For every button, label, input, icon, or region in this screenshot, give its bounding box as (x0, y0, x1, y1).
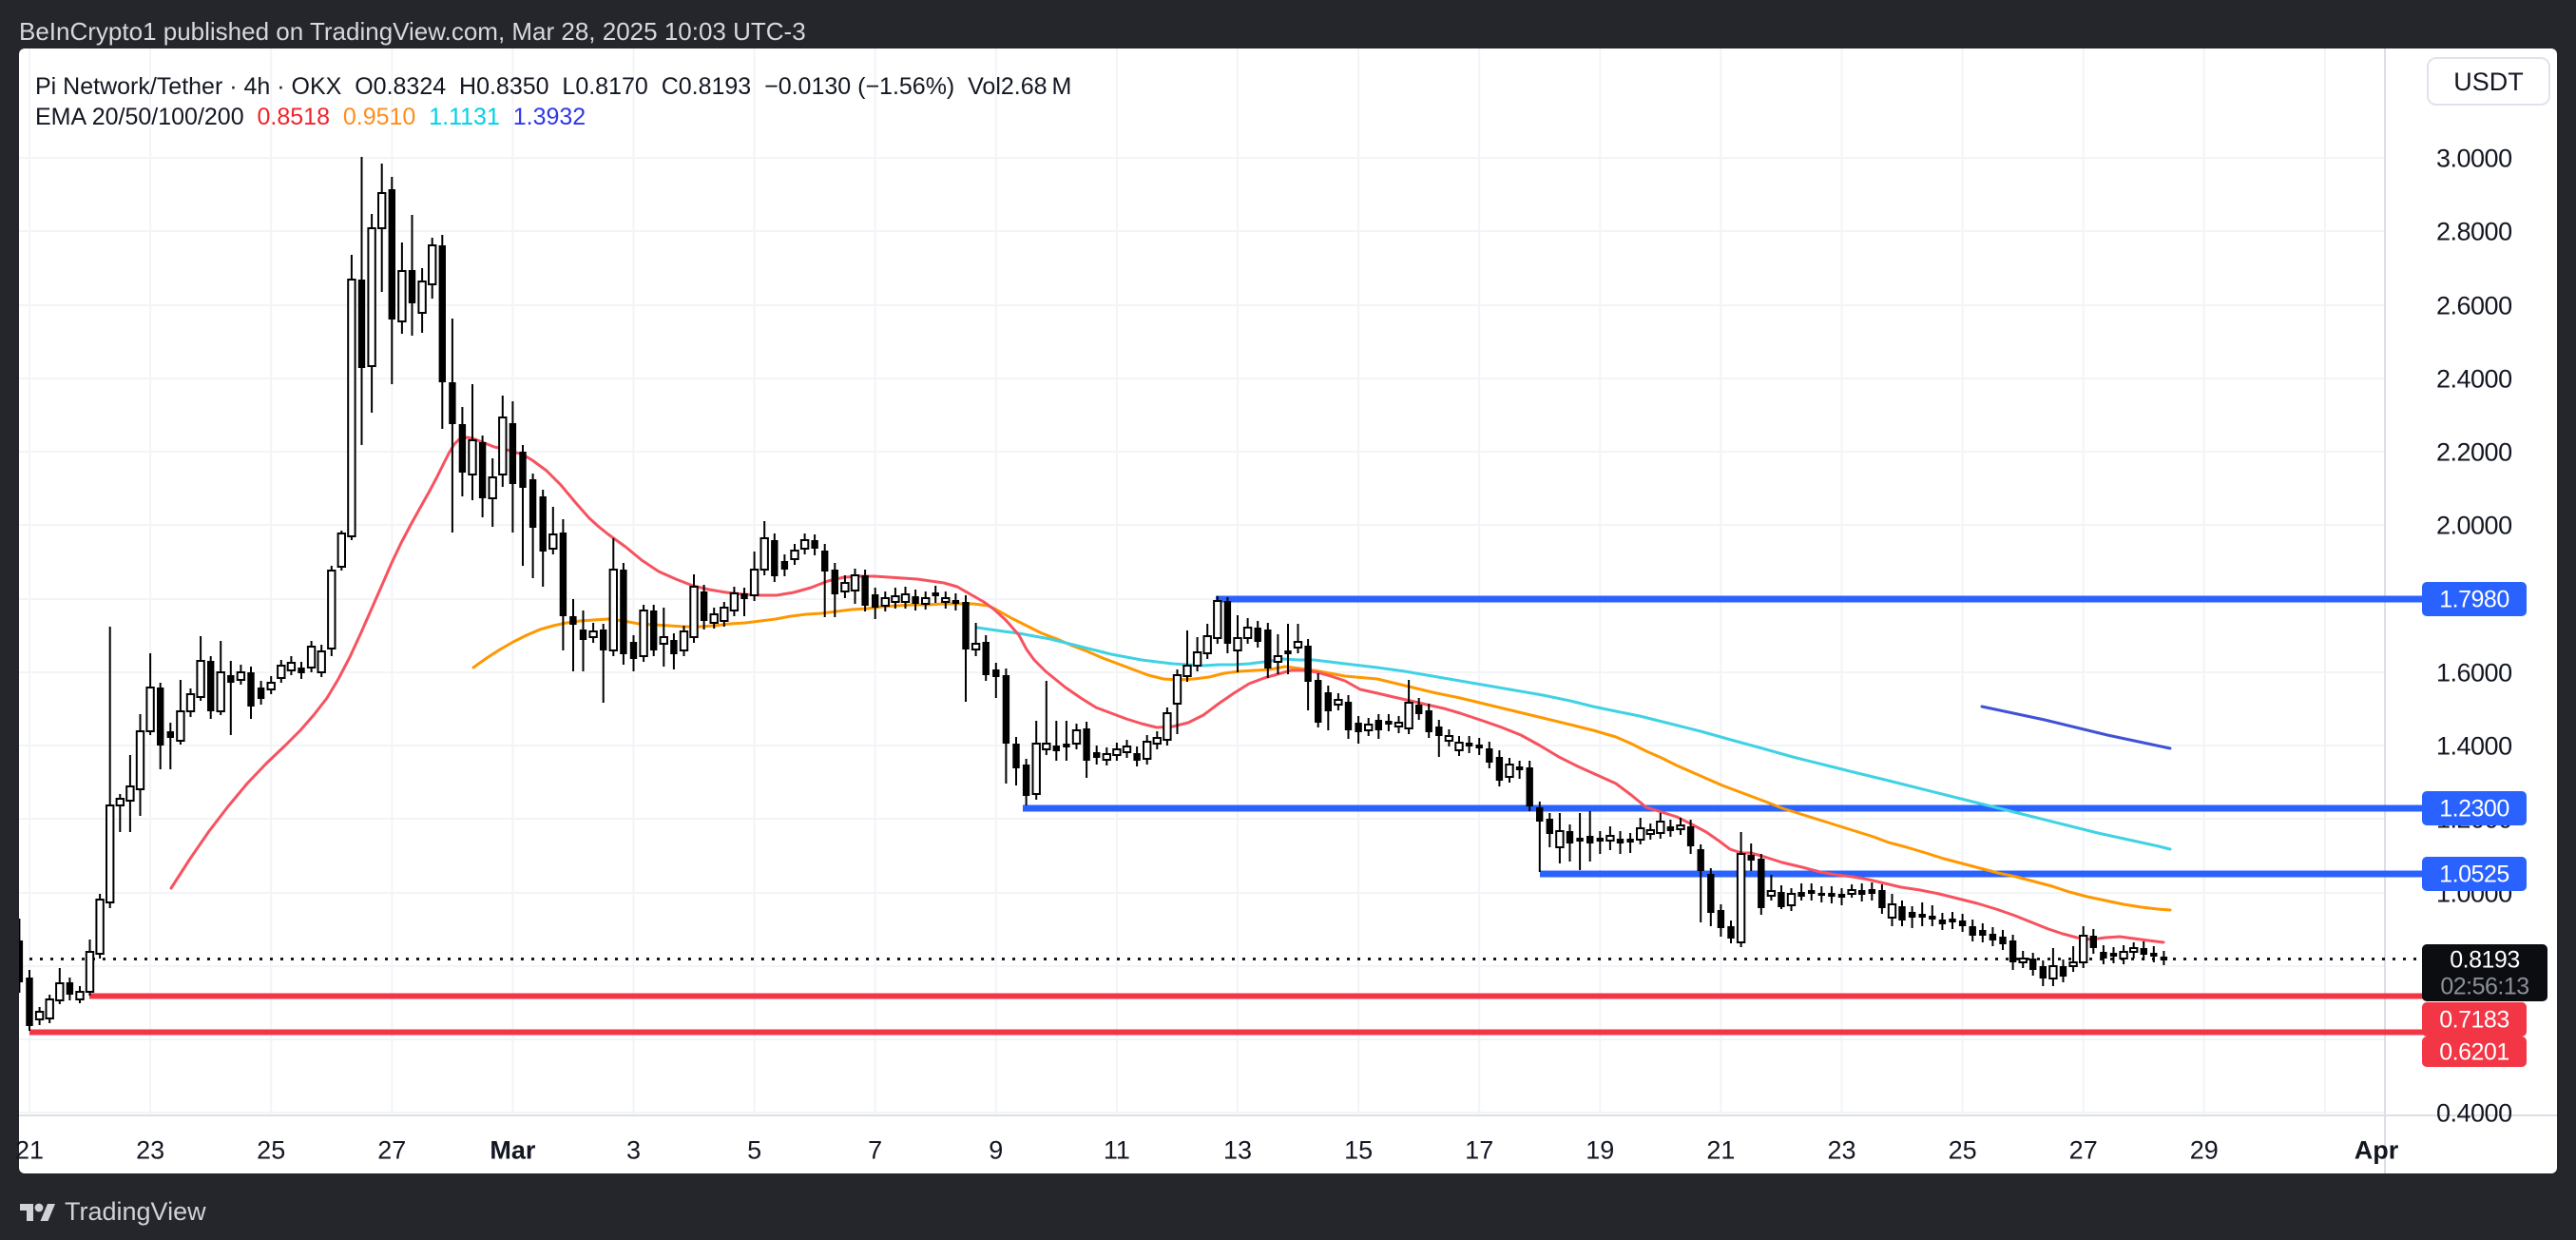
svg-text:1.2300: 1.2300 (2439, 796, 2509, 823)
svg-text:25: 25 (257, 1136, 285, 1165)
svg-text:0.8193: 0.8193 (2450, 947, 2519, 974)
svg-text:19: 19 (1586, 1136, 1614, 1165)
svg-text:Pi Network/Tether · 4h · OKX: Pi Network/Tether · 4h · OKX O0.8324 H0.… (35, 73, 1071, 100)
svg-text:3: 3 (626, 1136, 641, 1165)
svg-text:BeInCrypto1 published on Tradi: BeInCrypto1 published on TradingView.com… (19, 17, 806, 46)
svg-text:2.4000: 2.4000 (2436, 365, 2512, 394)
svg-text:17: 17 (1465, 1136, 1493, 1165)
svg-text:TradingView: TradingView (65, 1197, 206, 1226)
svg-text:27: 27 (2069, 1136, 2098, 1165)
svg-text:0.4000: 0.4000 (2436, 1099, 2512, 1128)
svg-text:0.6201: 0.6201 (2439, 1039, 2509, 1066)
svg-text:2.6000: 2.6000 (2436, 292, 2512, 320)
svg-text:27: 27 (377, 1136, 406, 1165)
svg-text:29: 29 (2190, 1136, 2219, 1165)
svg-text:15: 15 (1344, 1136, 1373, 1165)
svg-text:9: 9 (989, 1136, 1003, 1165)
svg-text:2.8000: 2.8000 (2436, 218, 2512, 246)
svg-text:23: 23 (1827, 1136, 1855, 1165)
svg-text:USDT: USDT (2453, 68, 2524, 96)
svg-text:3.0000: 3.0000 (2436, 145, 2512, 173)
svg-text:13: 13 (1223, 1136, 1252, 1165)
svg-text:2.2000: 2.2000 (2436, 438, 2512, 467)
svg-text:1.6000: 1.6000 (2436, 659, 2512, 688)
svg-text:0.7183: 0.7183 (2439, 1007, 2509, 1034)
svg-text:11: 11 (1104, 1136, 1130, 1165)
svg-text:23: 23 (136, 1136, 164, 1165)
svg-text:2.0000: 2.0000 (2436, 512, 2512, 540)
svg-text:1.0525: 1.0525 (2439, 862, 2509, 888)
svg-text:Apr: Apr (2355, 1136, 2399, 1165)
svg-text:02:56:13: 02:56:13 (2440, 974, 2528, 1000)
svg-text:25: 25 (1949, 1136, 1977, 1165)
svg-text:7: 7 (868, 1136, 882, 1165)
svg-text:EMA 20/50/100/200 0.8518 0.9: EMA 20/50/100/200 0.8518 0.9510 1.1131 1… (35, 104, 586, 130)
svg-text:Mar: Mar (490, 1136, 536, 1165)
svg-text:21: 21 (1706, 1136, 1735, 1165)
svg-text:1.4000: 1.4000 (2436, 732, 2512, 761)
svg-text:5: 5 (747, 1136, 761, 1165)
svg-text:1.7980: 1.7980 (2439, 587, 2509, 613)
svg-text:21: 21 (15, 1136, 44, 1165)
